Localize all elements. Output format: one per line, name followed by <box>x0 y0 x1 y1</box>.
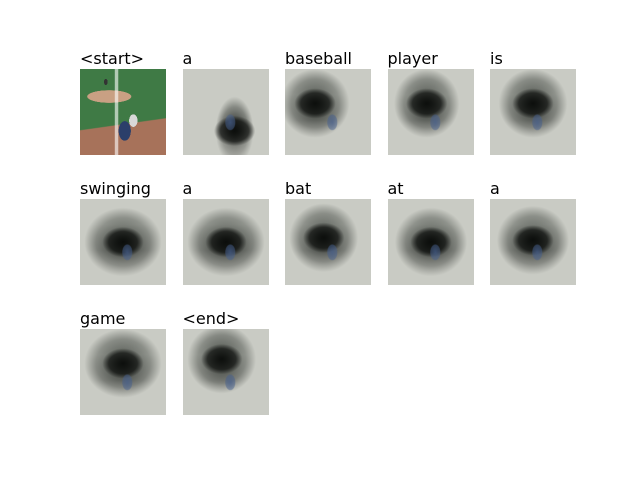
token-label: game <box>80 309 134 329</box>
attention-cell: swinging <box>80 179 166 285</box>
attention-cell: <start> <box>80 49 166 155</box>
token-label: at <box>387 179 412 199</box>
players-figure <box>182 69 269 155</box>
token-label: a <box>182 49 201 69</box>
attention-map <box>285 199 371 285</box>
attention-cell: bat <box>285 179 371 285</box>
players-figure <box>285 69 371 155</box>
attention-map <box>490 69 576 155</box>
token-label: bat <box>285 179 320 199</box>
players-figure <box>182 199 269 285</box>
players-figure <box>285 199 371 285</box>
players-figure <box>80 69 166 155</box>
players-figure <box>387 69 474 155</box>
original-photo <box>80 69 166 155</box>
token-label: a <box>182 179 201 199</box>
attention-cell: a <box>490 179 576 285</box>
players-figure <box>182 329 269 415</box>
players-figure <box>80 199 166 285</box>
players-figure <box>80 329 166 415</box>
token-label: player <box>387 49 446 69</box>
attention-cell: <end> <box>182 309 269 415</box>
attention-map <box>182 329 269 415</box>
attention-map <box>80 199 166 285</box>
players-figure <box>387 199 474 285</box>
attention-map <box>490 199 576 285</box>
token-label: is <box>490 49 511 69</box>
token-label: <start> <box>80 49 153 69</box>
players-figure <box>490 69 576 155</box>
attention-map <box>387 199 474 285</box>
attention-map <box>387 69 474 155</box>
token-label: swinging <box>80 179 159 199</box>
attention-cell: at <box>387 179 474 285</box>
token-label: baseball <box>285 49 360 69</box>
attention-cell: player <box>387 49 474 155</box>
token-label: <end> <box>182 309 248 329</box>
attention-cell: is <box>490 49 576 155</box>
token-label: a <box>490 179 508 199</box>
attention-map <box>80 329 166 415</box>
attention-cell: game <box>80 309 166 415</box>
attention-map <box>285 69 371 155</box>
attention-map <box>182 199 269 285</box>
attention-cell: baseball <box>285 49 371 155</box>
attention-cell: a <box>182 179 269 285</box>
attention-map <box>182 69 269 155</box>
attention-cell: a <box>182 49 269 155</box>
players-figure <box>490 199 576 285</box>
